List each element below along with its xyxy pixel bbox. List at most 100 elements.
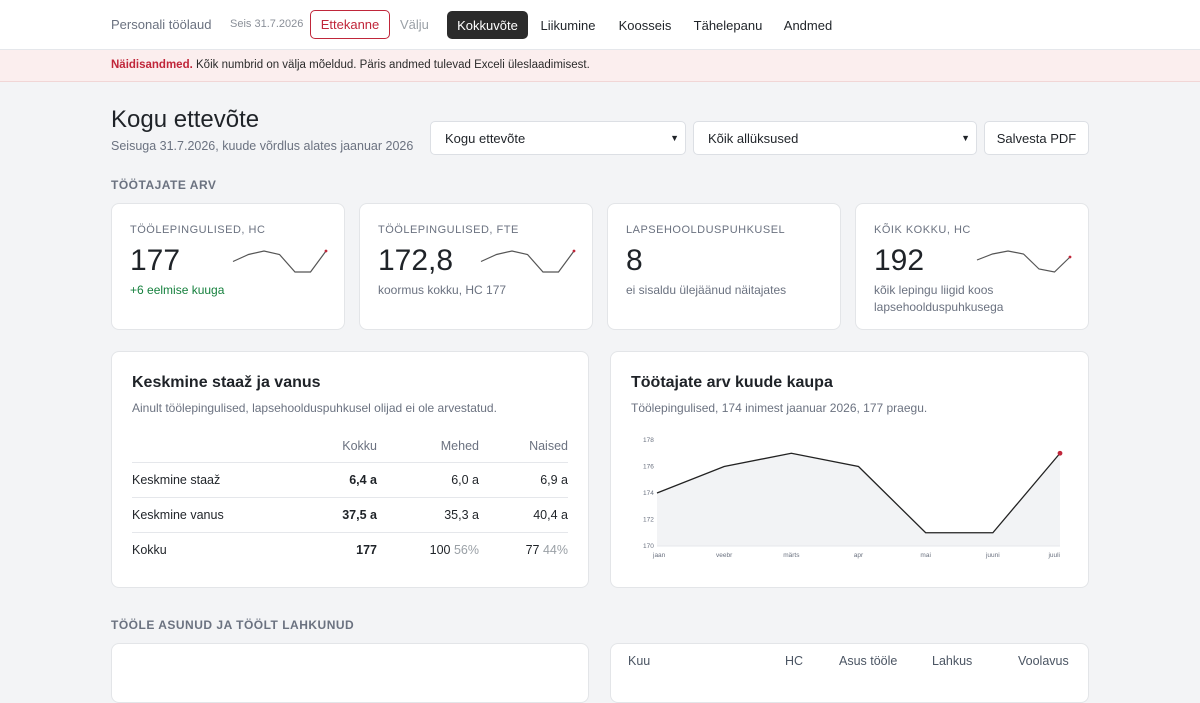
- section-headcount-label: TÖÖTAJATE ARV: [111, 178, 216, 192]
- total-cell: 177: [292, 532, 377, 567]
- tab-composition[interactable]: Koosseis: [612, 11, 678, 39]
- column-header: Voolavus: [1018, 654, 1069, 668]
- column-header: [132, 430, 292, 462]
- y-tick-label: 178: [643, 437, 654, 444]
- kpi-note: ei sisaldu ülejäänud näitajates: [626, 282, 826, 299]
- kpi-label: LAPSEHOOLDUSPUHKUSEL: [626, 224, 785, 236]
- row-label: Kokku: [132, 532, 292, 567]
- kpi-sparkline: [974, 248, 1074, 278]
- men-count: 100: [430, 543, 451, 557]
- exit-link[interactable]: Välju: [400, 17, 429, 32]
- kpi-value: 192: [874, 244, 924, 278]
- column-header: Lahkus: [932, 654, 972, 668]
- tab-attention[interactable]: Tähelepanu: [688, 11, 768, 39]
- sparkline-path: [481, 251, 574, 272]
- tenure-age-panel: Keskmine staaž ja vanus Ainult tööleping…: [111, 351, 589, 588]
- unit-select[interactable]: Kõik allüksused ▼: [693, 121, 977, 155]
- x-tick-label: märts: [783, 552, 800, 559]
- y-tick-label: 174: [643, 490, 654, 497]
- save-pdf-button[interactable]: Salvesta PDF: [984, 121, 1089, 155]
- total-cell: 37,5 a: [292, 497, 377, 532]
- headcount-chart-panel: Töötajate arv kuude kaupa Töölepingulise…: [610, 351, 1089, 588]
- data-point: [1058, 451, 1063, 456]
- y-tick-label: 170: [643, 543, 654, 550]
- demo-data-notice: Näidisandmed. Kõik numbrid on välja mõel…: [0, 50, 1200, 82]
- x-tick-label: jaan: [652, 552, 666, 559]
- kpi-value: 172,8: [378, 244, 453, 278]
- chevron-down-icon: ▼: [670, 133, 679, 143]
- row-label: Keskmine vanus: [132, 497, 292, 532]
- kpi-card-parental-leave: LAPSEHOOLDUSPUHKUSEL 8 ei sisaldu ülejää…: [607, 203, 841, 330]
- y-tick-label: 172: [643, 517, 654, 524]
- kpi-sparkline: [478, 248, 578, 278]
- kpi-card-total: KÕIK KOKKU, HC 192 kõik lepingu liigid k…: [855, 203, 1089, 330]
- kpi-value: 8: [626, 244, 643, 278]
- kpi-sparkline: [230, 248, 330, 278]
- tenure-age-table: Kokku Mehed Naised Keskmine staaž 6,4 a …: [132, 430, 568, 567]
- row-label: Keskmine staaž: [132, 462, 292, 497]
- kpi-note: koormus kokku, HC 177: [378, 282, 578, 299]
- movement-table-panel: [610, 643, 1089, 703]
- as-of-date: Seis 31.7.2026: [230, 18, 303, 30]
- total-cell: 6,4 a: [292, 462, 377, 497]
- x-tick-label: veebr: [716, 552, 733, 559]
- kpi-label: TÖÖLEPINGULISED, HC: [130, 224, 265, 236]
- sparkline-last-point: [325, 250, 328, 253]
- sparkline-path: [233, 251, 326, 272]
- tab-data[interactable]: Andmed: [778, 11, 838, 39]
- section-movement-label: TÖÖLE ASUNUD JA TÖÖLT LAHKUNUD: [111, 618, 354, 632]
- kpi-note: kõik lepingu liigid koos lapsehoolduspuh…: [874, 282, 1074, 316]
- tab-movement[interactable]: Liikumine: [536, 11, 600, 39]
- sparkline-last-point: [573, 250, 576, 253]
- app-title: Personali töölaud: [111, 17, 211, 32]
- women-cell: 77 44%: [479, 532, 568, 567]
- page-subtitle: Seisuga 31.7.2026, kuude võrdlus alates …: [111, 139, 413, 153]
- kpi-change: +6 eelmise kuuga: [130, 282, 330, 299]
- movement-chart-panel: [111, 643, 589, 703]
- x-tick-label: apr: [854, 552, 864, 559]
- x-tick-label: juuni: [985, 552, 1000, 559]
- sparkline-last-point: [1069, 256, 1072, 259]
- page-title: Kogu ettevõte: [111, 106, 259, 134]
- kpi-label: KÕIK KOKKU, HC: [874, 224, 971, 236]
- x-tick-label: mai: [920, 552, 930, 559]
- chevron-down-icon: ▼: [961, 133, 970, 143]
- notice-text: Näidisandmed. Kõik numbrid on välja mõel…: [111, 59, 590, 71]
- column-header: Mehed: [377, 430, 479, 462]
- headcount-line-chart: 170 172 174 176 178 jaan veebr märts apr mai juuni…: [611, 352, 1090, 589]
- table-row: Keskmine vanus 37,5 a 35,3 a 40,4 a: [132, 497, 568, 532]
- women-cell: 40,4 a: [479, 497, 568, 532]
- tab-summary[interactable]: Kokkuvõte: [447, 11, 528, 39]
- notice-body: Kõik numbrid on välja mõeldud. Päris and…: [193, 59, 590, 71]
- table-header-row: Kokku Mehed Naised: [132, 430, 568, 462]
- panel-title: Keskmine staaž ja vanus: [132, 374, 321, 392]
- company-select[interactable]: Kogu ettevõte ▼: [430, 121, 686, 155]
- y-tick-label: 176: [643, 464, 654, 471]
- column-header: Asus tööle: [839, 654, 897, 668]
- table-row: Keskmine staaž 6,4 a 6,0 a 6,9 a: [132, 462, 568, 497]
- kpi-label: TÖÖLEPINGULISED, FTE: [378, 224, 519, 236]
- panel-subtitle: Ainult töölepingulised, lapsehoolduspuhk…: [132, 401, 497, 415]
- notice-strong: Näidisandmed.: [111, 59, 193, 71]
- column-header: Kokku: [292, 430, 377, 462]
- men-cell: 100 56%: [377, 532, 479, 567]
- kpi-card-fte: TÖÖLEPINGULISED, FTE 172,8 koormus kokku…: [359, 203, 593, 330]
- women-count: 77: [526, 543, 540, 557]
- kpi-card-hc: TÖÖLEPINGULISED, HC 177 +6 eelmise kuuga: [111, 203, 345, 330]
- unit-select-value: Kõik allüksused: [708, 131, 798, 146]
- x-tick-label: juuli: [1047, 552, 1060, 559]
- column-header: Kuu: [628, 654, 650, 668]
- company-select-value: Kogu ettevõte: [445, 131, 525, 146]
- presentation-button[interactable]: Ettekanne: [310, 10, 390, 39]
- men-cell: 6,0 a: [377, 462, 479, 497]
- kpi-value: 177: [130, 244, 180, 278]
- women-percent: 44%: [543, 543, 568, 557]
- men-cell: 35,3 a: [377, 497, 479, 532]
- top-navigation: Personali töölaud Seis 31.7.2026 Ettekan…: [0, 0, 1200, 50]
- table-row: Kokku 177 100 56% 77 44%: [132, 532, 568, 567]
- column-header: Naised: [479, 430, 568, 462]
- sparkline-path: [977, 251, 1070, 272]
- column-header: HC: [785, 654, 803, 668]
- women-cell: 6,9 a: [479, 462, 568, 497]
- men-percent: 56%: [454, 543, 479, 557]
